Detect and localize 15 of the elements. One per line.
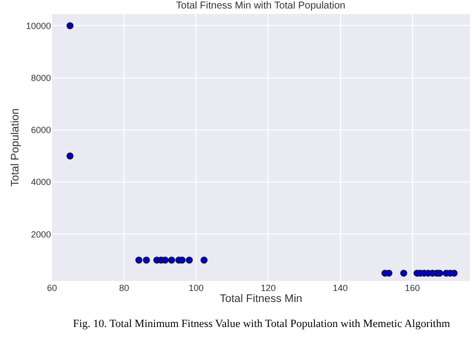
x-axis-title: Total Fitness Min (220, 293, 302, 306)
x-tick-label: 60 (46, 283, 58, 293)
x-tick-label: 80 (119, 283, 130, 293)
x-tick-label: 160 (404, 283, 420, 293)
caption: Fig. 10. Total Minimum Fitness Value with Total Population with Memetic Algorithm (73, 318, 450, 330)
y-tick-label: 4000 (30, 177, 51, 188)
y-tick-label: 6000 (30, 125, 51, 136)
x-tick-label: 120 (260, 283, 276, 293)
x-tick-label: 100 (188, 283, 204, 293)
chart-title: Total Fitness Min with Total Population (176, 0, 346, 12)
y-tick-label: 8000 (30, 72, 51, 83)
y-tick-label: 2000 (30, 229, 51, 240)
y-axis-title: Total Population (10, 108, 22, 187)
y-tick-label: 10000 (26, 20, 51, 31)
x-tick-label: 140 (332, 283, 348, 293)
